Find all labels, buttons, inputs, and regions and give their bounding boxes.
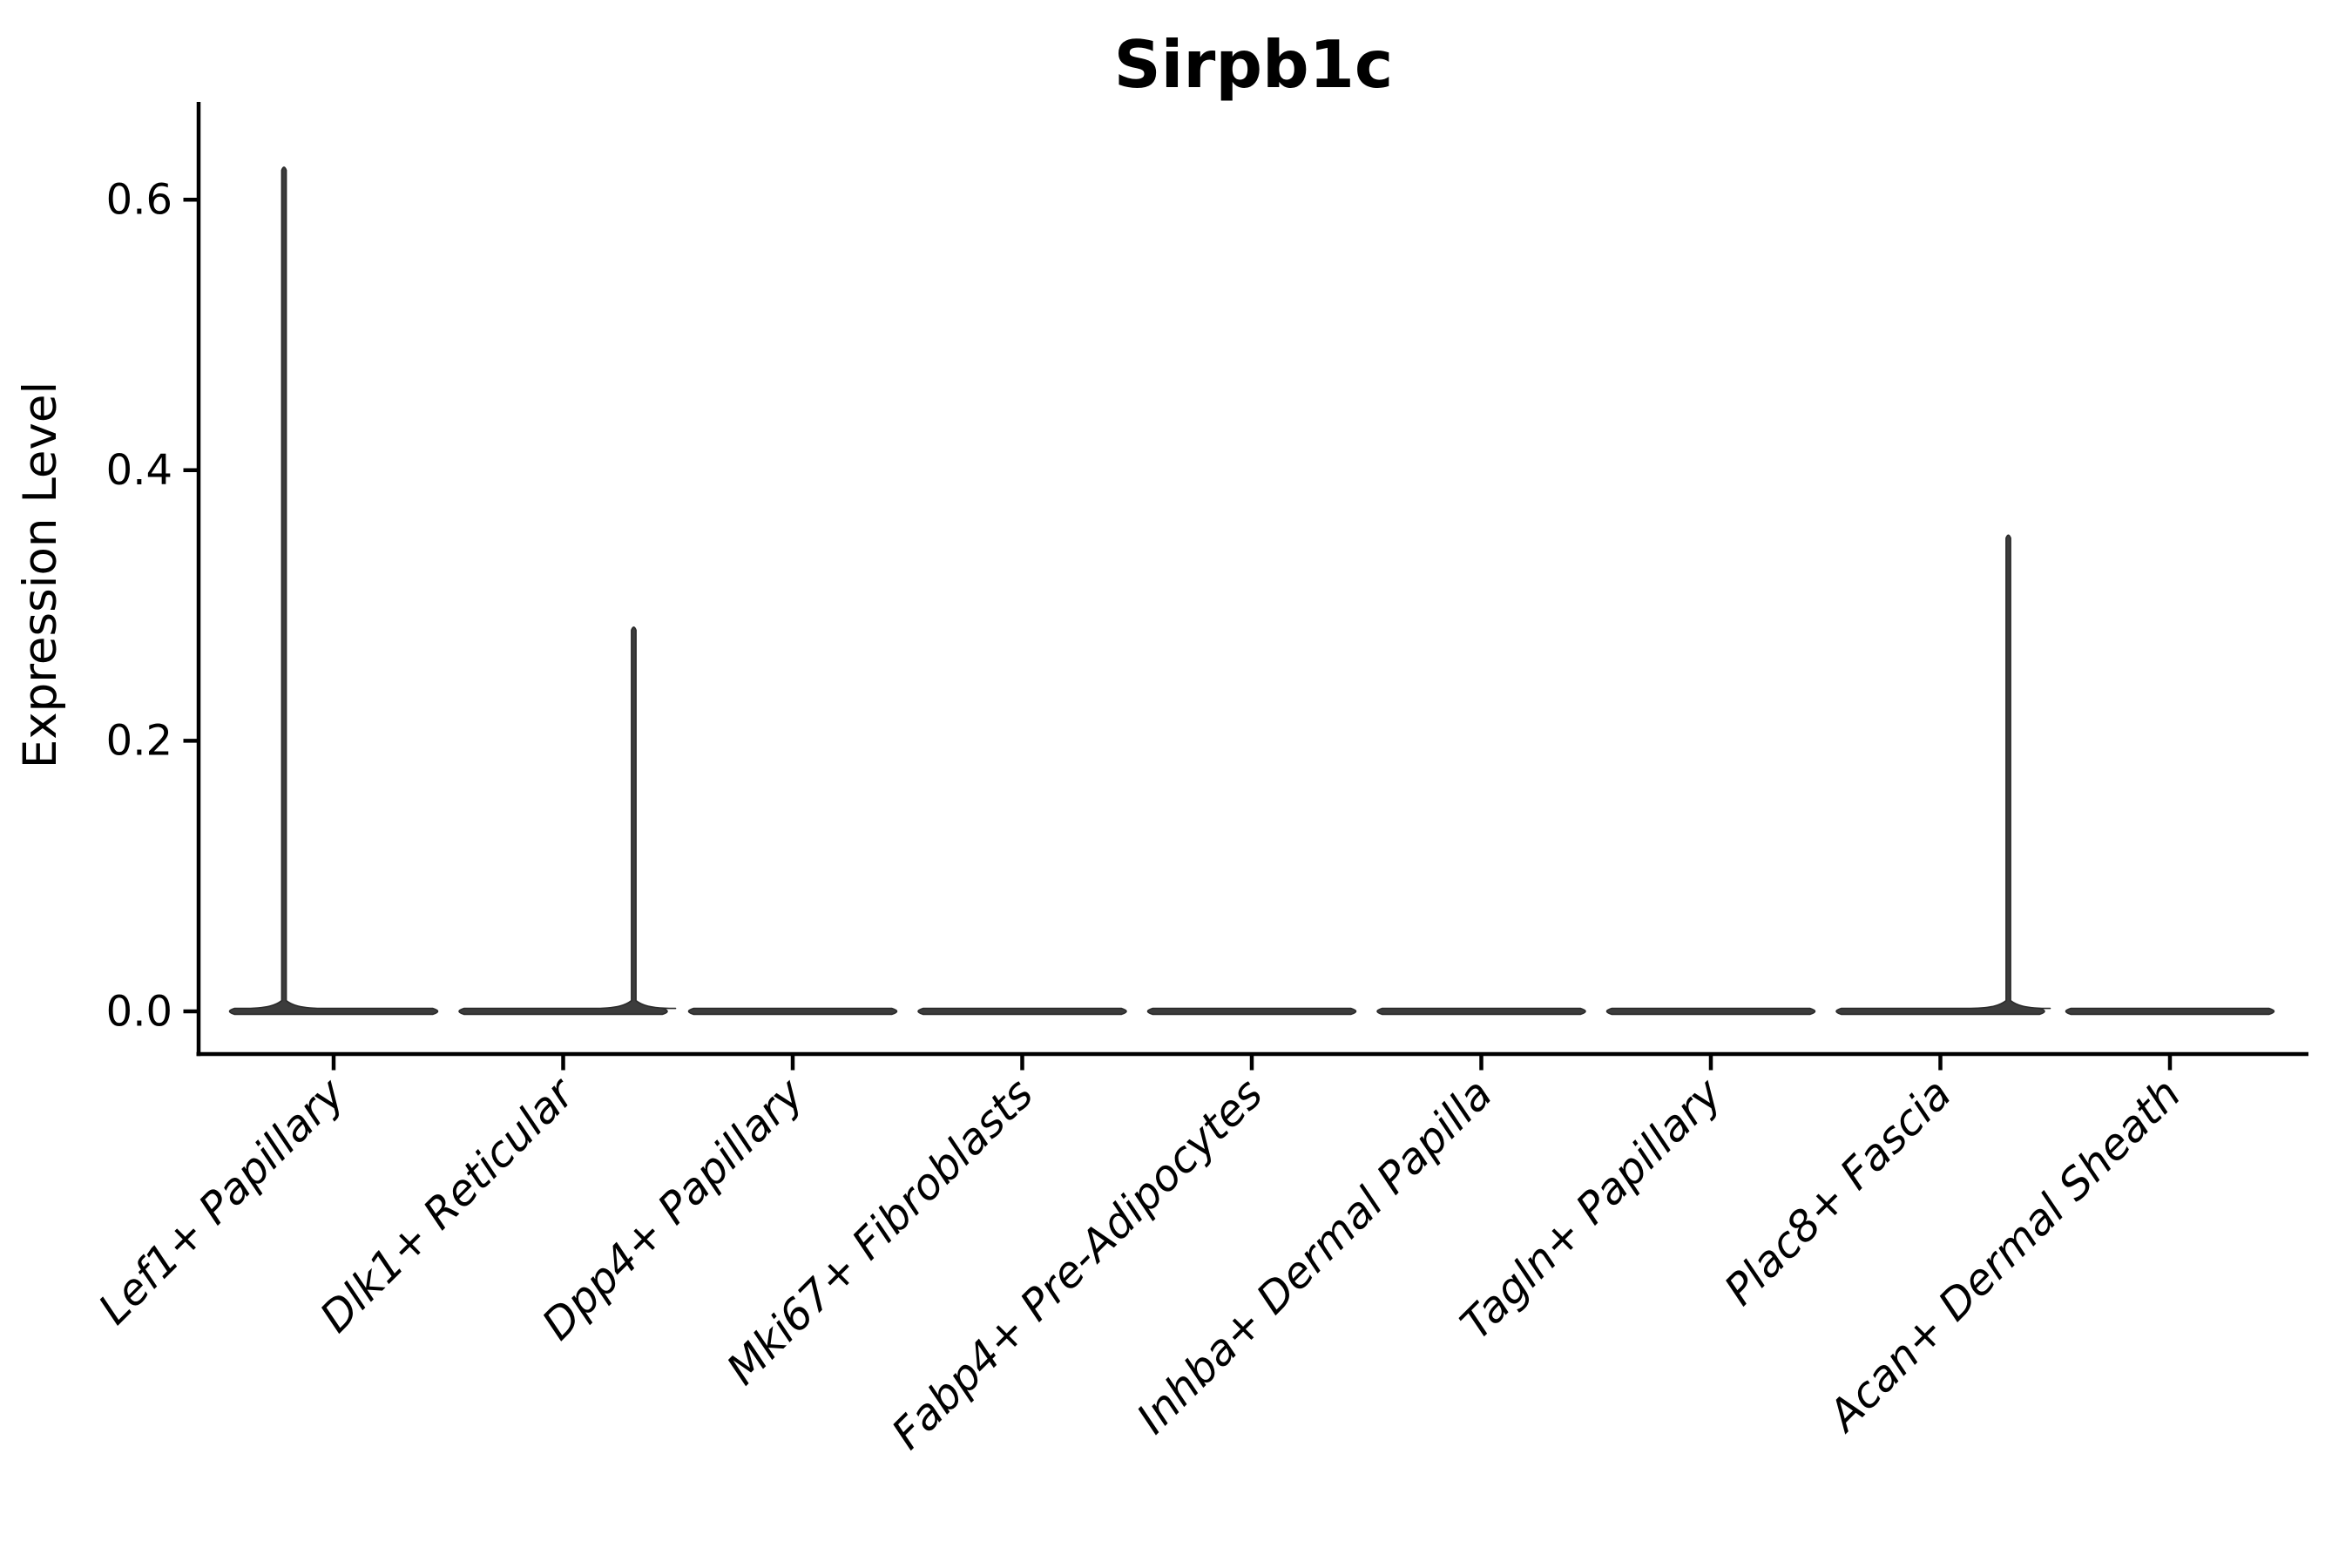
y-tick-label: 0.6	[106, 176, 172, 225]
violin	[917, 1007, 1127, 1016]
violin	[2065, 1007, 2275, 1016]
violin	[1146, 1007, 1357, 1016]
chart-title: Sirpb1c	[1114, 26, 1394, 103]
violin	[458, 626, 677, 1016]
violin	[1376, 1007, 1586, 1016]
violin	[1605, 1007, 1816, 1016]
y-tick-label: 0.4	[106, 446, 172, 495]
violin	[687, 1007, 898, 1016]
violin	[228, 166, 439, 1016]
y-tick-label: 0.0	[106, 987, 172, 1036]
y-axis-label: Expression Level	[14, 382, 67, 768]
violin	[1835, 534, 2051, 1016]
y-tick-label: 0.2	[106, 717, 172, 766]
